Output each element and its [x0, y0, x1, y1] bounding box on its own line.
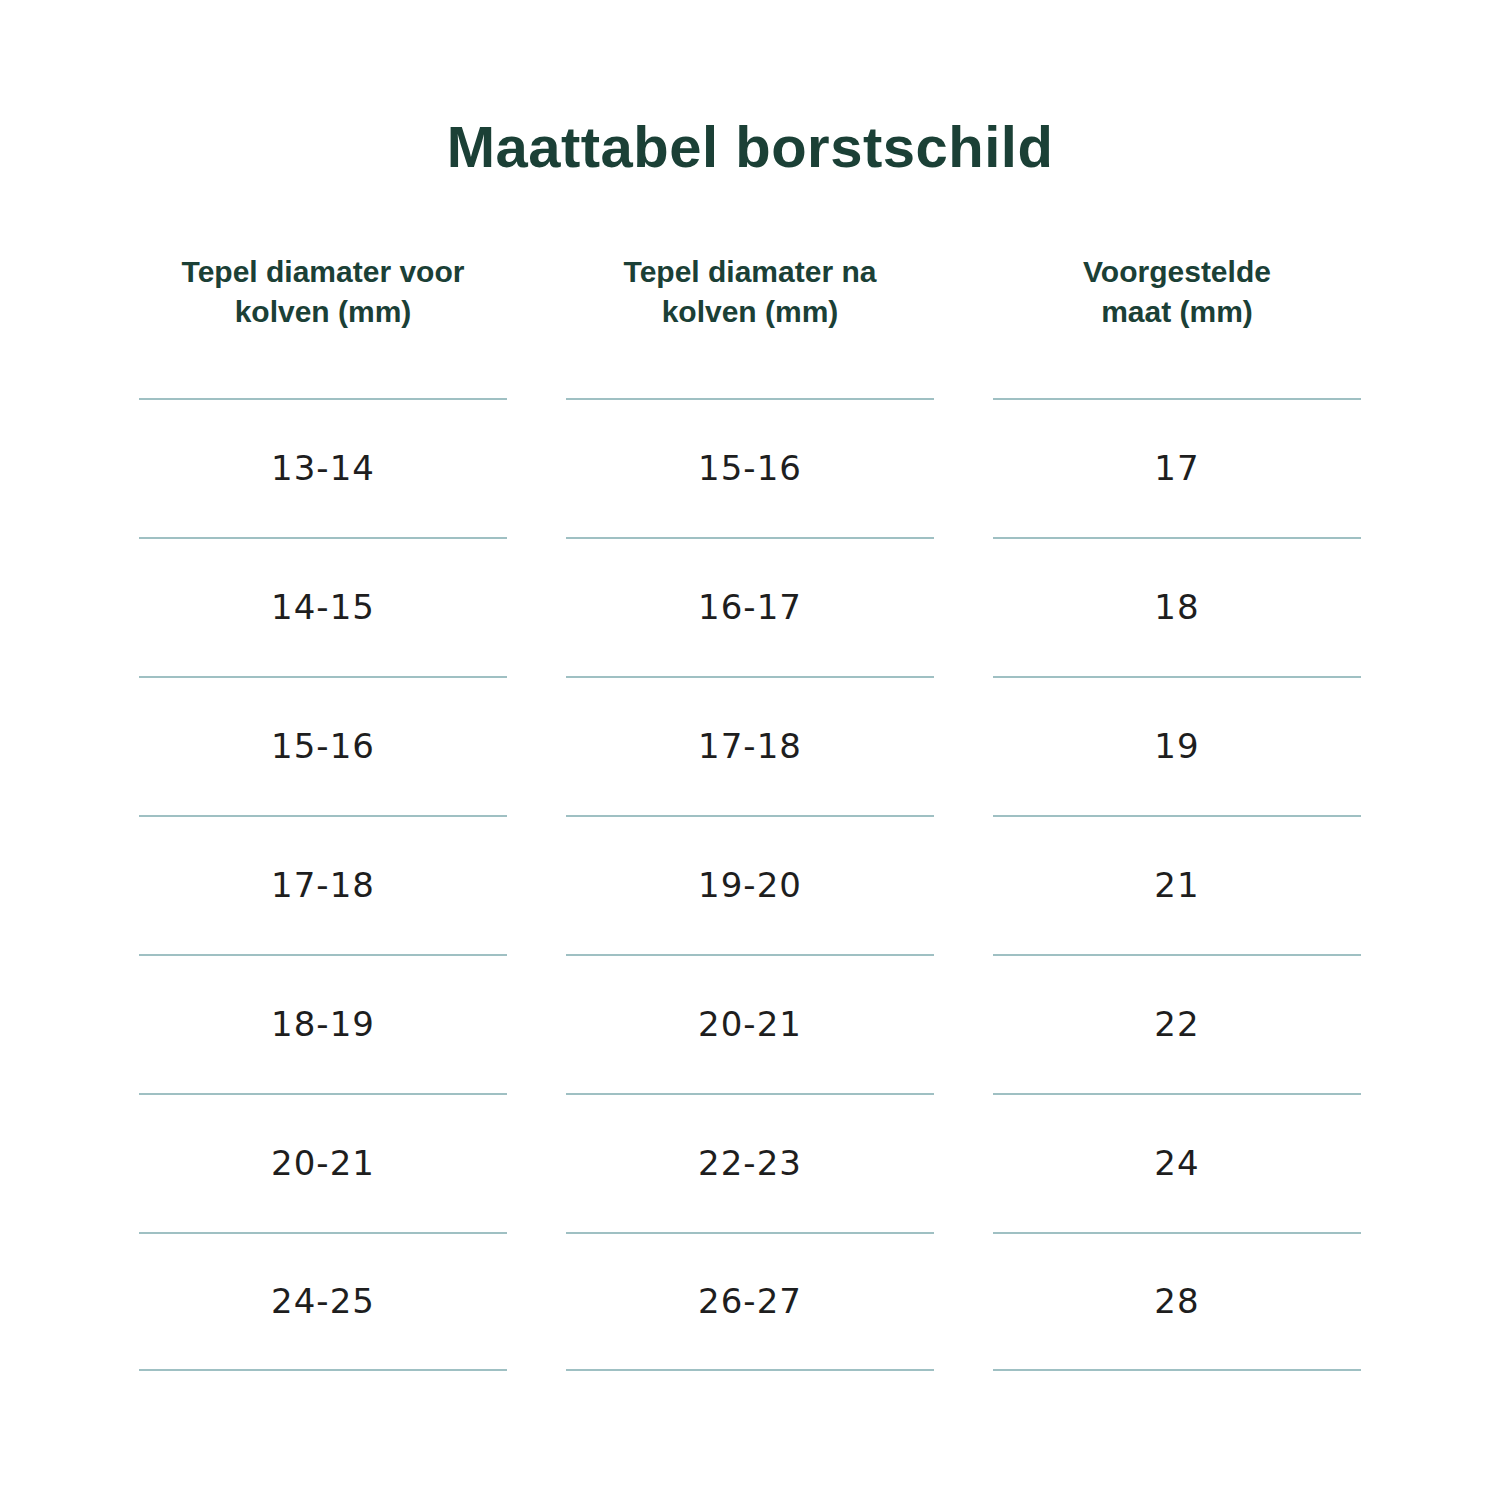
column-header-diameter-before: Tepel diamater voor kolven (mm) — [163, 252, 483, 332]
table-cell: 28 — [993, 1232, 1361, 1371]
table-cell: 20-21 — [139, 1093, 507, 1232]
page-title: Maattabel borstschild — [0, 0, 1500, 182]
table-cell: 16-17 — [566, 537, 934, 676]
table-cell: 22-23 — [566, 1093, 934, 1232]
column-header-diameter-after: Tepel diamater na kolven (mm) — [590, 252, 910, 332]
table-cell: 17-18 — [139, 815, 507, 954]
size-chart-page: Maattabel borstschild Tepel diamater voo… — [0, 0, 1500, 1371]
table-cell: 19 — [993, 676, 1361, 815]
table-header-row: Tepel diamater voor kolven (mm) Tepel di… — [139, 252, 1361, 332]
table-cell: 17-18 — [566, 676, 934, 815]
table-cell: 18-19 — [139, 954, 507, 1093]
table-cell: 24 — [993, 1093, 1361, 1232]
table-cell: 22 — [993, 954, 1361, 1093]
table-cell: 17 — [993, 398, 1361, 537]
table-cell: 13-14 — [139, 398, 507, 537]
table-cell: 15-16 — [139, 676, 507, 815]
table-cell: 15-16 — [566, 398, 934, 537]
table-cell: 20-21 — [566, 954, 934, 1093]
table-cell: 14-15 — [139, 537, 507, 676]
table-cell: 18 — [993, 537, 1361, 676]
size-table: 13-14 15-16 17 14-15 16-17 18 15-16 17-1… — [139, 398, 1361, 1371]
column-header-suggested-size: Voorgestelde maat (mm) — [1052, 252, 1302, 332]
table-cell: 19-20 — [566, 815, 934, 954]
table-cell: 24-25 — [139, 1232, 507, 1371]
table-cell: 26-27 — [566, 1232, 934, 1371]
table-cell: 21 — [993, 815, 1361, 954]
